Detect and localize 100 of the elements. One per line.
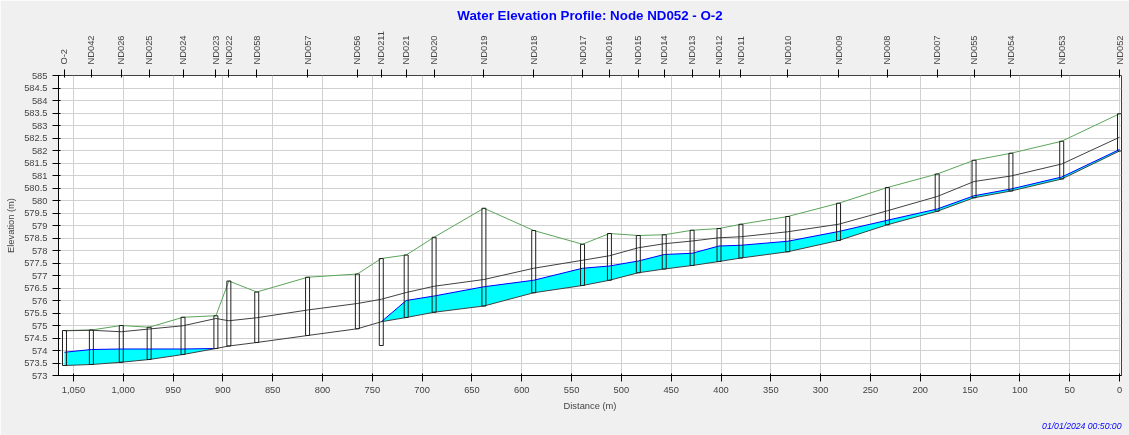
y-axis-title: Elevation (m) [6,198,17,253]
bar [661,234,667,270]
bar [580,243,586,286]
annotation: ND014 [659,35,670,65]
annotation: ND020 [429,35,440,65]
bar [61,330,67,366]
bar [354,273,360,330]
y-tick-label: 580.5 [24,183,48,193]
y-tick-label: 585 [31,70,48,81]
x-tick-label: 900 [215,384,231,395]
bar [213,315,219,349]
y-tick-label: 576.5 [24,283,48,293]
y-tick-label: 577.5 [24,258,48,268]
annotation: ND058 [251,35,262,65]
bar [836,202,842,241]
annotation: ND017 [577,35,588,65]
x-tick-label: 700 [414,384,430,395]
y-tick-label: 576 [31,295,48,306]
y-tick-label: 573.5 [24,358,48,368]
chart-title: Water Elevation Profile: Node ND052 - O-2 [457,7,723,23]
bar [934,173,940,212]
annotation: ND053 [1056,35,1067,65]
annotation: ND026 [116,35,127,65]
y-tick-label: 577 [31,270,48,281]
annotation: ND023 [210,35,221,65]
annotation: ND011 [735,36,746,65]
bar [971,159,977,199]
x-tick-label: 250 [862,384,879,395]
annotation: ND057 [302,35,313,65]
y-tick-label: 578 [31,245,48,256]
annotation: ND054 [1005,35,1016,65]
bar [785,216,791,253]
annotation: ND021 [401,35,412,65]
annotation: ND055 [969,35,980,65]
y-tick-label: 583.5 [24,108,48,118]
x-tick-label: 350 [763,384,779,395]
y-tick-label: 584.5 [24,83,48,93]
x-tick-label: 550 [563,384,580,395]
x-tick-label: 100 [1012,384,1028,395]
annotation: ND007 [932,35,943,65]
annotation: ND009 [833,35,844,65]
annotation: O-2 [59,48,70,65]
y-tick-label: 573 [31,370,48,381]
y-tick-label: 575.5 [24,308,48,318]
annotation: ND013 [687,35,698,65]
bar [403,254,409,318]
bar [531,230,537,294]
bar [738,223,744,259]
x-tick-label: 750 [364,384,381,395]
y-tick-label: 574.5 [24,333,48,343]
x-tick-label: 1,050 [61,384,86,395]
x-tick-label: 500 [613,384,630,395]
x-tick-label: 50 [1064,384,1075,395]
x-tick-label: 150 [962,384,978,395]
annotation: ND015 [633,35,644,65]
bar [884,187,890,226]
bar [305,276,311,336]
bar [1059,140,1065,180]
bar [180,316,186,355]
bar [378,258,384,346]
y-tick-label: 581 [31,170,48,181]
annotation: ND056 [352,35,363,65]
y-tick-label: 578.5 [24,233,48,243]
annotation: ND025 [144,35,155,65]
bar [254,291,260,343]
bar [88,329,94,365]
bar [118,325,124,363]
y-tick-label: 575 [31,320,48,331]
x-tick-label: 300 [812,384,829,395]
y-tick-label: 579.5 [24,208,48,218]
x-tick-label: 850 [264,384,281,395]
x-tick-label: 950 [165,384,181,395]
annotation: ND008 [882,35,893,65]
bar [716,228,722,262]
annotation: ND010 [782,35,793,65]
x-tick-label: 800 [314,384,331,395]
annotation: ND0211 [376,30,387,65]
bar [146,326,152,360]
y-tick-label: 582 [31,145,48,156]
y-tick-label: 580 [31,195,48,206]
bar [1008,152,1014,192]
x-axis-title: Distance (m) [563,400,617,411]
y-tick-label: 584 [31,95,48,106]
annotation: ND042 [86,35,97,65]
x-tick-label: 1,000 [111,384,135,395]
y-tick-label: 582.5 [24,133,48,143]
annotation: ND019 [478,35,489,65]
x-tick-label: 400 [713,384,729,395]
bar [481,207,487,307]
x-tick-label: 650 [464,384,480,395]
annotation: ND024 [178,35,189,65]
x-tick-label: 200 [912,384,929,395]
text: 01/01/2024 00:50:00 [1042,420,1122,431]
annotation: ND022 [223,35,234,65]
y-tick-label: 581.5 [24,158,48,168]
annotation: ND012 [714,35,725,65]
bar [226,280,232,347]
y-tick-label: 579 [31,220,48,231]
x-tick-label: 600 [513,384,530,395]
annotation: ND016 [604,35,615,65]
